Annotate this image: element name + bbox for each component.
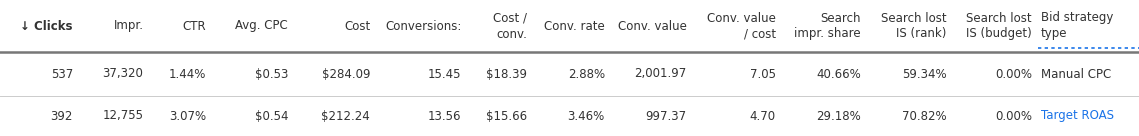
Text: Search
impr. share: Search impr. share: [795, 12, 861, 41]
Text: $0.54: $0.54: [255, 109, 288, 123]
Text: Cost: Cost: [344, 19, 370, 33]
Text: 70.82%: 70.82%: [902, 109, 947, 123]
Text: $212.24: $212.24: [321, 109, 370, 123]
Text: 40.66%: 40.66%: [817, 67, 861, 81]
Text: Search lost
IS (rank): Search lost IS (rank): [880, 12, 947, 41]
Text: Bid strategy
type: Bid strategy type: [1041, 12, 1114, 41]
Text: 1.44%: 1.44%: [169, 67, 206, 81]
Text: 2.88%: 2.88%: [567, 67, 605, 81]
Text: 7.05: 7.05: [749, 67, 776, 81]
Text: $0.53: $0.53: [255, 67, 288, 81]
Text: Conv. rate: Conv. rate: [544, 19, 605, 33]
Text: Conversions:: Conversions:: [385, 19, 461, 33]
Text: 59.34%: 59.34%: [902, 67, 947, 81]
Text: 392: 392: [50, 109, 73, 123]
Text: Conv. value: Conv. value: [618, 19, 687, 33]
Text: 2,001.97: 2,001.97: [634, 67, 687, 81]
Text: 0.00%: 0.00%: [995, 67, 1032, 81]
Text: $18.39: $18.39: [486, 67, 527, 81]
Text: Cost /
conv.: Cost / conv.: [493, 12, 527, 41]
Text: $15.66: $15.66: [486, 109, 527, 123]
Text: Target ROAS: Target ROAS: [1041, 109, 1114, 123]
Text: 29.18%: 29.18%: [817, 109, 861, 123]
Text: Avg. CPC: Avg. CPC: [236, 19, 288, 33]
Text: Search lost
IS (budget): Search lost IS (budget): [966, 12, 1032, 41]
Text: 0.00%: 0.00%: [995, 109, 1032, 123]
Text: 37,320: 37,320: [103, 67, 144, 81]
Text: ↓ Clicks: ↓ Clicks: [21, 19, 73, 33]
Text: 15.45: 15.45: [428, 67, 461, 81]
Text: 537: 537: [50, 67, 73, 81]
Text: Impr.: Impr.: [114, 19, 144, 33]
Text: 4.70: 4.70: [749, 109, 776, 123]
Text: Manual CPC: Manual CPC: [1041, 67, 1112, 81]
Text: $284.09: $284.09: [321, 67, 370, 81]
Text: 12,755: 12,755: [103, 109, 144, 123]
Text: 13.56: 13.56: [428, 109, 461, 123]
Text: 3.07%: 3.07%: [169, 109, 206, 123]
Text: 3.46%: 3.46%: [567, 109, 605, 123]
Text: Conv. value
/ cost: Conv. value / cost: [707, 12, 776, 41]
Text: 997.37: 997.37: [646, 109, 687, 123]
Text: CTR: CTR: [182, 19, 206, 33]
